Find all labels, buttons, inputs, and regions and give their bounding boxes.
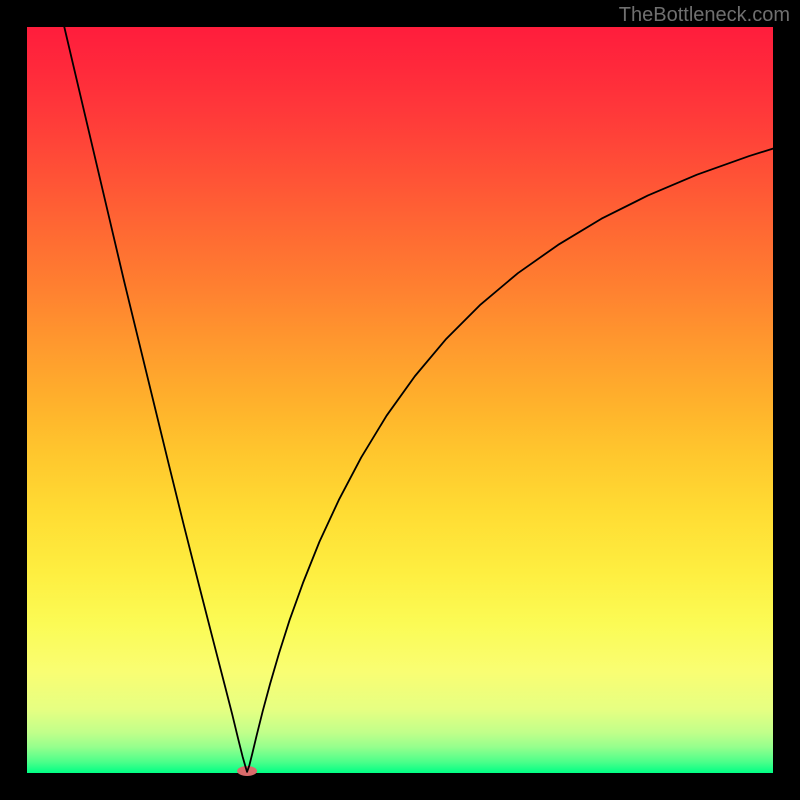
chart-container: TheBottleneck.com <box>0 0 800 800</box>
bottleneck-chart <box>0 0 800 800</box>
plot-background <box>27 27 773 773</box>
watermark-text: TheBottleneck.com <box>619 4 790 27</box>
